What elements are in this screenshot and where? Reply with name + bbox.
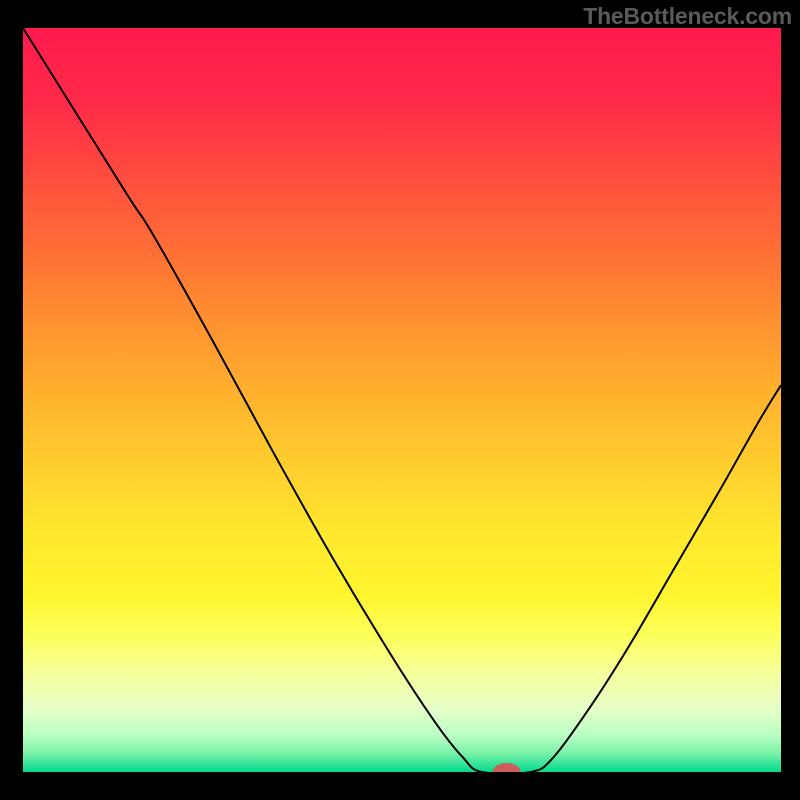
frame-right: [781, 0, 800, 800]
bottleneck-curve-chart: [0, 0, 800, 800]
plot-background: [23, 28, 781, 772]
chart-container: { "watermark": "TheBottleneck.com", "cha…: [0, 0, 800, 800]
frame-left: [0, 0, 23, 800]
frame-bottom: [0, 772, 800, 800]
watermark-text: TheBottleneck.com: [583, 3, 792, 30]
